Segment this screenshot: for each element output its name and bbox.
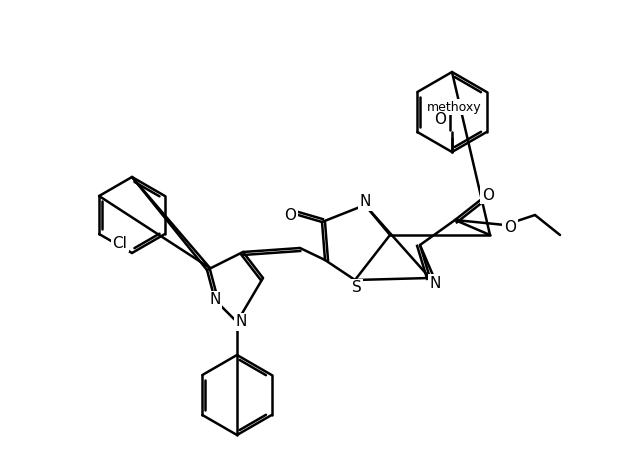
Text: O: O — [434, 113, 446, 128]
Text: N: N — [209, 292, 221, 308]
Text: O: O — [284, 208, 296, 222]
Text: N: N — [359, 195, 371, 210]
Text: Cl: Cl — [113, 236, 127, 251]
Text: N: N — [236, 315, 246, 330]
Text: N: N — [429, 276, 441, 291]
Text: O: O — [482, 187, 494, 203]
Text: O: O — [432, 113, 444, 128]
Text: S: S — [352, 281, 362, 295]
Text: methoxy: methoxy — [427, 100, 481, 114]
Text: O: O — [504, 220, 516, 236]
